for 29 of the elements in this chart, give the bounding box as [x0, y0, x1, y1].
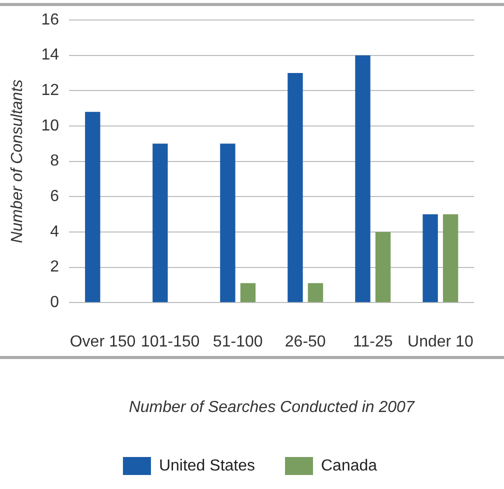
- y-tick-label: 4: [50, 223, 60, 240]
- bar: [442, 214, 458, 302]
- bar: [220, 144, 236, 302]
- y-tick-label: 16: [41, 11, 60, 28]
- x-tick-label: 51-100: [212, 334, 263, 351]
- bar: [288, 72, 303, 302]
- x-tick-label: 26-50: [284, 334, 326, 351]
- x-tick-label: 101-150: [140, 334, 200, 351]
- y-tick-label: 6: [50, 188, 60, 206]
- x-tick-label: 11-25: [353, 334, 393, 351]
- y-tick-label: 2: [50, 258, 60, 276]
- x-tick-label: Over 150: [70, 334, 136, 351]
- y-tick-label: 8: [50, 152, 60, 170]
- bar: [375, 232, 391, 302]
- y-tick-label: 12: [41, 82, 60, 100]
- y-tick-label: 10: [41, 117, 60, 134]
- legend-label: United States: [158, 457, 256, 474]
- bar: [85, 112, 100, 302]
- x-tick-label: Under 10: [408, 334, 474, 351]
- bar: [422, 214, 438, 302]
- y-tick-label: 14: [41, 46, 60, 64]
- y-axis-title: Number of Consultants: [9, 79, 26, 244]
- legend-label: Canada: [321, 457, 378, 474]
- x-axis-title: Number of Searches Conducted in 2007: [128, 398, 416, 416]
- y-tick-label: 0: [50, 294, 60, 312]
- bar: [152, 144, 168, 302]
- bar: [240, 283, 256, 302]
- bar: [308, 283, 324, 302]
- bar: [355, 55, 370, 302]
